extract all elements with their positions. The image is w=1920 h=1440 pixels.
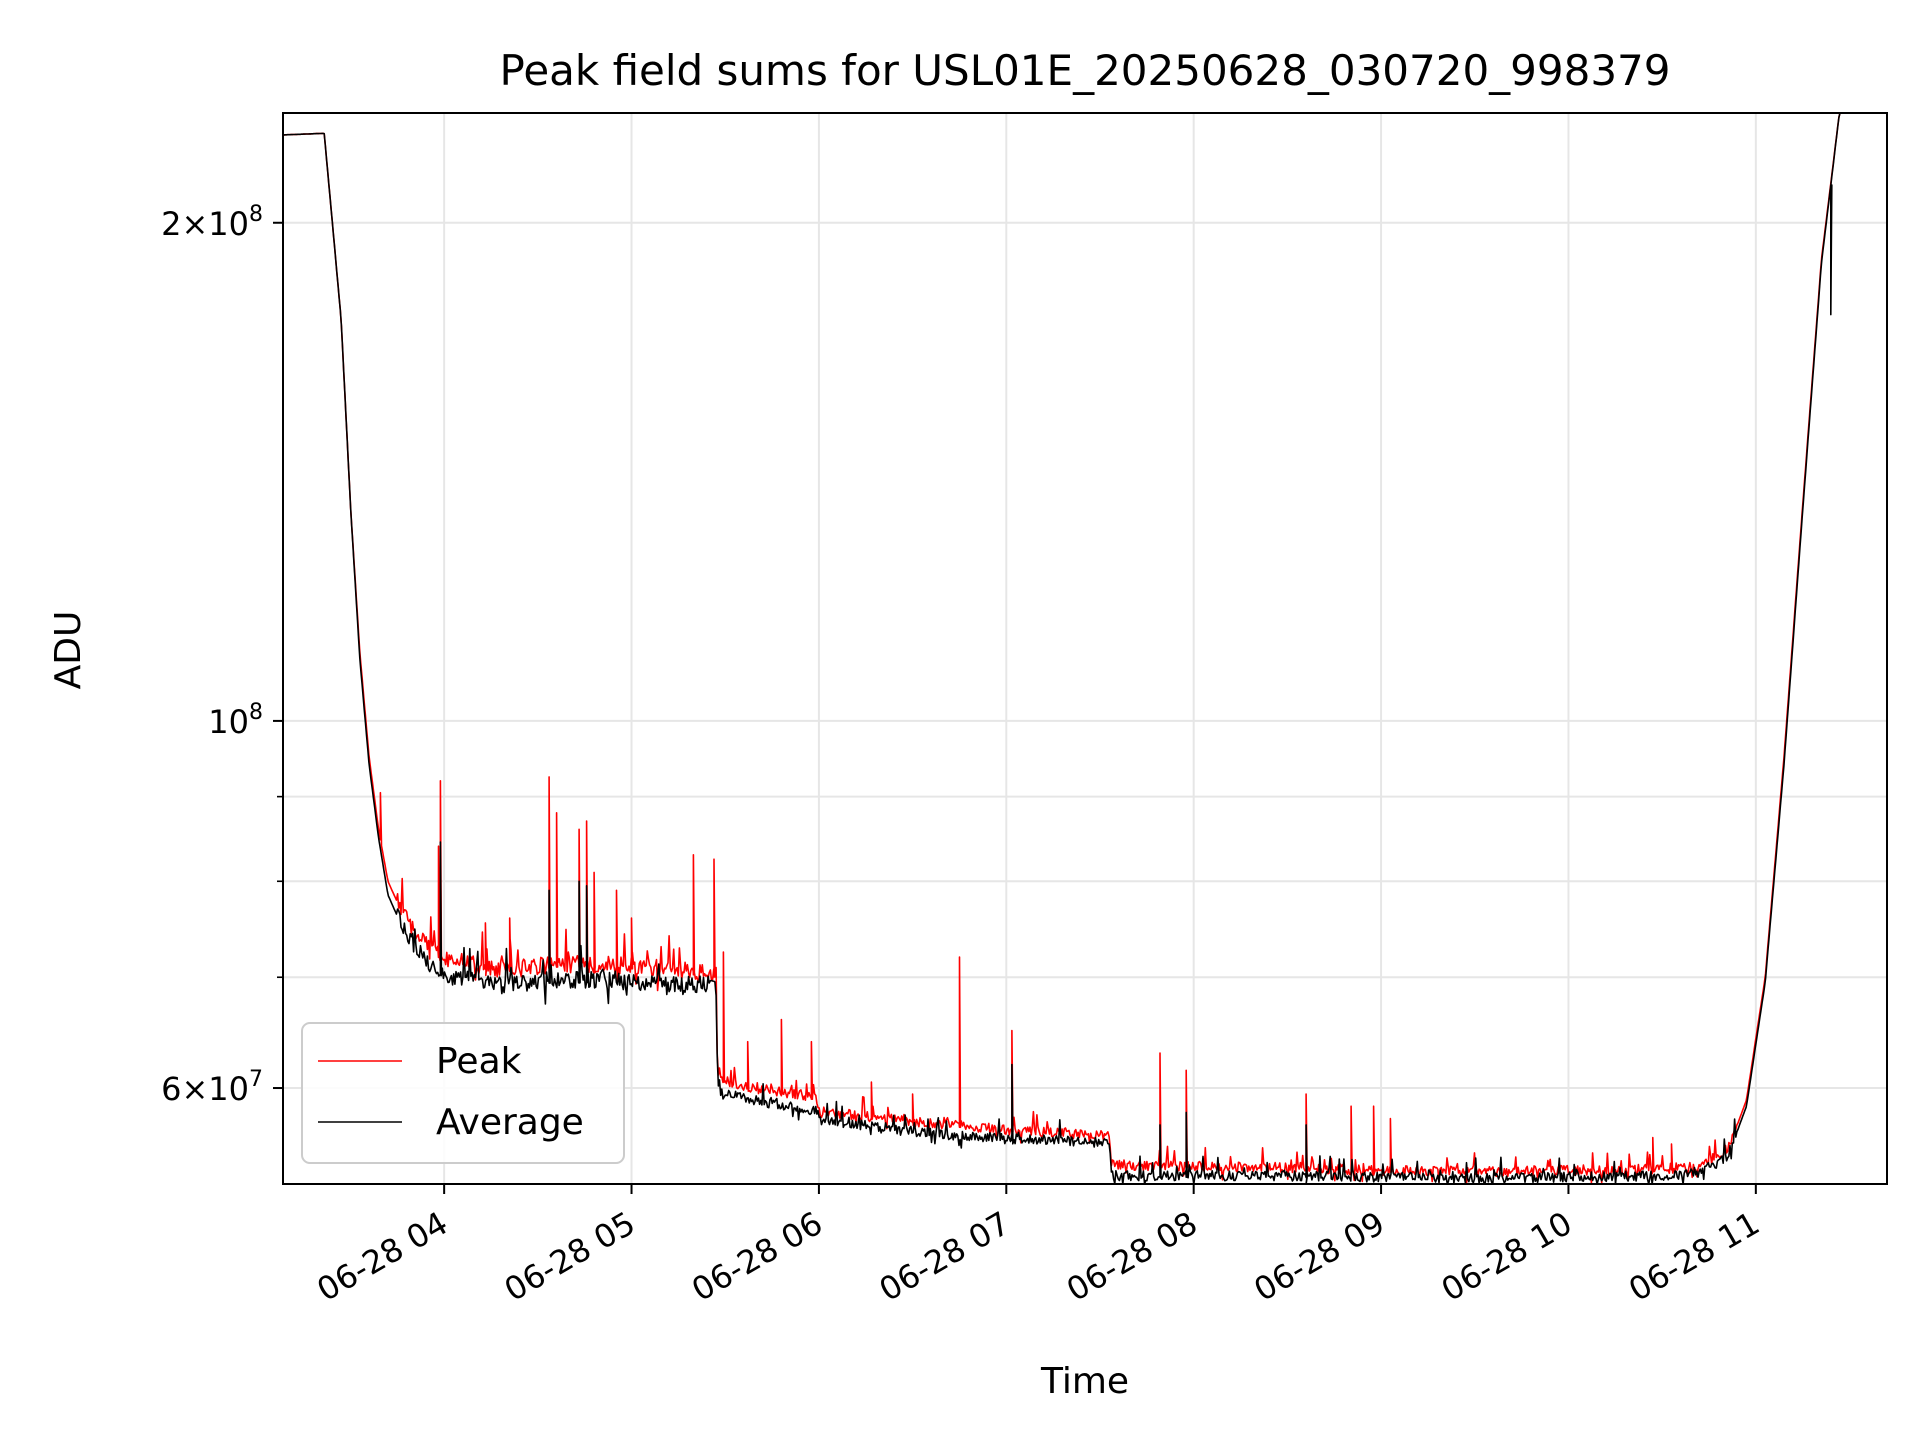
legend-label-average: Average <box>436 1102 584 1143</box>
y-tick-label: 2×108 <box>161 202 263 243</box>
series-layer <box>283 112 1887 1185</box>
y-tick-label: 6×107 <box>161 1067 263 1108</box>
x-axis-label: Time <box>1040 1361 1129 1402</box>
chart-title: Peak field sums for USL01E_20250628_0307… <box>499 46 1670 95</box>
legend-label-peak: Peak <box>436 1041 522 1082</box>
plot-frame <box>282 112 1888 1185</box>
y-axis-label: ADU <box>48 611 89 690</box>
legend: Peak Average <box>301 1022 625 1164</box>
series-line-average <box>283 112 1887 1185</box>
legend-frame <box>301 1022 625 1164</box>
